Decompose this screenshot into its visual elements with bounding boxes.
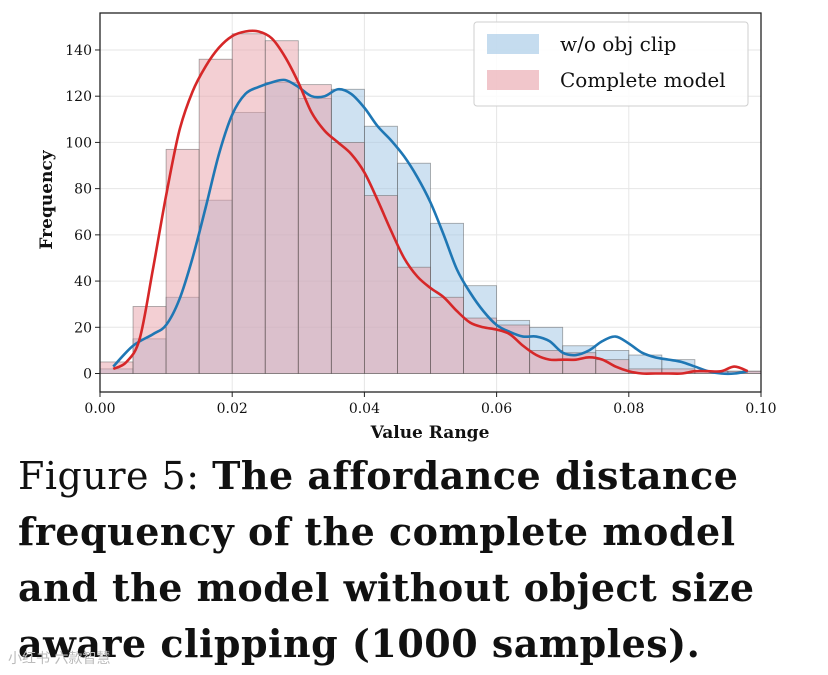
y-tick-label: 20 [74,320,92,336]
bar-complete-model [595,359,630,374]
chart: 0 20 40 60 80 100 120 140 0.00 0.02 0.04 0.06 0.08 0.… [37,12,777,443]
legend-frame [473,21,749,107]
y-tick-label: 40 [74,274,92,290]
legend-label-wo-obj-clip: w/o obj clip [560,32,676,56]
plot-frame [99,12,762,393]
y-tick-label: 80 [74,182,92,198]
legend-swatch-wo-obj-clip [487,34,539,54]
y-tick-label: 60 [74,228,92,244]
legend-label-complete-model: Complete model [560,68,726,92]
x-tick-label: 0.08 [613,401,644,417]
bar-complete-model [231,33,266,374]
caption-body: The affordance distance frequency of the… [18,453,755,666]
x-tick-label: 0.02 [217,401,248,417]
x-axis-label: Value Range [370,423,490,443]
x-tick-label: 0.10 [745,401,776,417]
bar-complete-model [264,40,299,374]
bar-complete-model [165,148,200,374]
bar-complete-model [430,296,464,374]
caption-lead: Figure 5: [18,454,213,498]
x-tick-label: 0.00 [84,401,115,417]
x-tick-label: 0.04 [349,401,380,417]
figure-caption: Figure 5: The affordance distance freque… [18,448,818,672]
legend: w/o obj clip Complete model [473,21,749,107]
x-tick-label: 0.06 [481,401,512,417]
axes: 0 20 40 60 80 100 120 140 0.00 0.02 0.04 0.06 0.08 0.… [65,43,776,417]
kde-line-wo-obj-clip [112,78,749,376]
y-axis-label: Frequency [37,149,57,249]
bar-complete-model [297,84,332,374]
watermark: 小红书 六款智慧 [8,651,111,667]
kde-line-complete-model [112,29,749,375]
y-tick-label: 100 [65,135,92,151]
bar-complete-model [330,142,365,374]
y-tick-label: 0 [83,367,92,383]
kde-lines [112,29,749,376]
y-tick-label: 120 [65,89,92,105]
legend-swatch-complete-model [487,70,539,90]
y-tick-label: 140 [65,43,92,59]
bar-complete-model [363,195,398,374]
